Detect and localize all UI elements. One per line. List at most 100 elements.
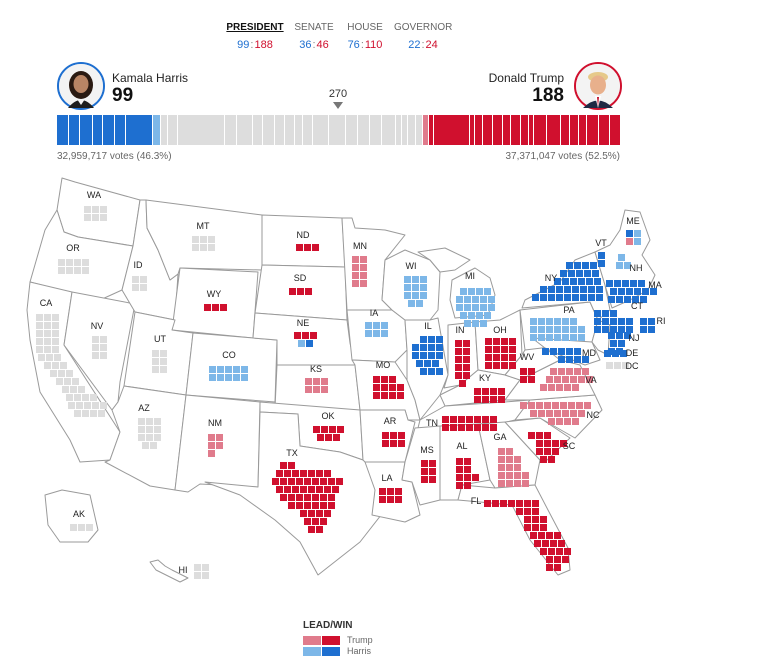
ev-tile-wa (92, 214, 99, 221)
state-shape-ak (44, 489, 99, 543)
ev-tile-nc (564, 418, 571, 425)
ev-tile-wv (528, 368, 535, 375)
ev-tile-nc (530, 410, 537, 417)
ev-tile-mi (464, 296, 471, 303)
ev-tile-va (572, 384, 579, 391)
ev-tile-ar (390, 440, 397, 447)
ev-tile-mi (472, 320, 479, 327)
bar-segment-harris (57, 115, 68, 145)
ev-tile-tx (320, 502, 327, 509)
ev-tile-ks (313, 378, 320, 385)
ev-tile-fl (546, 532, 553, 539)
ev-tile-il (420, 344, 427, 351)
ev-tile-hi (202, 564, 209, 571)
ev-tile-co (217, 366, 224, 373)
ev-tile-ny (588, 286, 595, 293)
ev-tile-nd (312, 244, 319, 251)
ev-tile-wi (416, 300, 423, 307)
ev-tile-oh (509, 362, 516, 369)
ev-tile-tx (304, 518, 311, 525)
ev-tile-tx (284, 486, 291, 493)
ev-tile-ms (429, 476, 436, 483)
ev-tile-tx (304, 478, 311, 485)
bar-segment-harris (103, 115, 114, 145)
ev-tile-ky (474, 396, 481, 403)
ev-tile-il (420, 368, 427, 375)
ev-tile-nh (616, 262, 623, 269)
ev-tile-co (233, 366, 240, 373)
ev-tile-nc (584, 402, 591, 409)
ev-tile-az (138, 434, 145, 441)
ev-tile-md (558, 348, 565, 355)
ev-tile-ny (580, 294, 587, 301)
ev-tile-md (542, 348, 549, 355)
tab-president[interactable]: PRESIDENT 99:188 (226, 22, 284, 51)
state-label-ks: KS (310, 364, 322, 374)
ev-tile-az (138, 426, 145, 433)
ev-tile-tx (280, 494, 287, 501)
ev-tile-or (74, 267, 81, 274)
ev-tile-mt (192, 244, 199, 251)
ev-tile-ca (90, 394, 97, 401)
ev-tile-mi (456, 304, 463, 311)
ev-tile-ma (624, 296, 631, 303)
ev-tile-ca (76, 402, 83, 409)
ev-tile-ms (421, 460, 428, 467)
state-label-oh: OH (493, 325, 507, 335)
ev-tile-ct (626, 326, 633, 333)
state-label-la: LA (381, 473, 392, 483)
ev-tile-ca (68, 402, 75, 409)
tab-house[interactable]: HOUSE 76:110 (343, 22, 387, 51)
ev-tile-in (455, 372, 462, 379)
ev-tile-me (634, 238, 641, 245)
ev-tile-ut (160, 350, 167, 357)
ev-tile-tn (458, 424, 465, 431)
bar-segment-uncalled (402, 115, 407, 145)
ev-tile-ma (634, 288, 641, 295)
ev-tile-ct (626, 318, 633, 325)
ev-tile-nh (618, 254, 625, 261)
state-label-me: ME (626, 216, 640, 226)
bar-segment-trump (547, 115, 560, 145)
ev-tile-ma (608, 296, 615, 303)
ev-tile-ca (52, 322, 59, 329)
ev-tile-tx (288, 502, 295, 509)
tab-senate[interactable]: SENATE 36:46 (290, 22, 338, 51)
ev-tile-in (455, 356, 462, 363)
ev-tile-ca (36, 346, 43, 353)
ev-tile-or (66, 267, 73, 274)
ev-tile-ks (321, 378, 328, 385)
ev-tile-ca (82, 394, 89, 401)
ev-tile-ne (294, 332, 301, 339)
ev-tile-ct (602, 310, 609, 317)
ev-tile-oh (493, 362, 500, 369)
ev-tile-ut (152, 358, 159, 365)
ev-tile-va (566, 368, 573, 375)
ev-tile-ma (632, 296, 639, 303)
ev-tile-ca (60, 362, 67, 369)
ev-tile-al (472, 474, 479, 481)
bar-segment-trump (529, 115, 533, 145)
ev-tile-fl (540, 516, 547, 523)
bar-segment-trump (470, 115, 474, 145)
state-label-or: OR (66, 243, 80, 253)
ev-tile-al (464, 466, 471, 473)
ev-tile-va (574, 368, 581, 375)
ev-tile-vt (598, 260, 605, 267)
ev-tile-il (412, 344, 419, 351)
ev-tile-me (626, 238, 633, 245)
ev-tile-il (428, 368, 435, 375)
tab-governor[interactable]: GOVERNOR 22:24 (394, 22, 452, 51)
ev-tile-md (582, 356, 589, 363)
ev-tile-ga (498, 448, 505, 455)
state-label-tn: TN (426, 418, 438, 428)
ev-tile-pa (546, 318, 553, 325)
ev-tile-al (464, 458, 471, 465)
ev-tile-mi (476, 288, 483, 295)
ev-tile-nc (546, 410, 553, 417)
ev-tile-ca (46, 354, 53, 361)
ev-tile-hi (202, 572, 209, 579)
ev-tile-ne (302, 332, 309, 339)
ev-tile-mo (389, 376, 396, 383)
ev-tile-ca (62, 386, 69, 393)
